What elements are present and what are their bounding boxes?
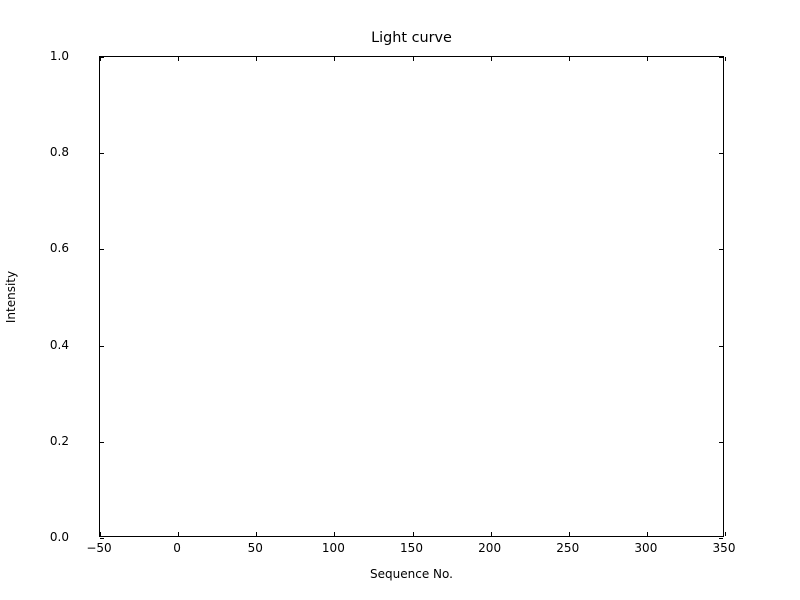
x-tick-mark-top [256,57,258,61]
x-tick-label: 150 [400,541,423,555]
x-tick-label: 300 [634,541,658,555]
y-axis-label: Intensity [4,270,18,323]
x-axis-label: Sequence No. [370,567,453,581]
x-tick-mark [412,532,414,536]
x-tick-label: 100 [321,541,345,555]
x-tick-mark-top [646,57,648,61]
x-tick-mark-top [490,57,492,61]
x-tick-mark [100,532,101,536]
x-tick-label: 250 [556,541,580,555]
x-tick-mark-top [412,57,414,61]
x-tick-mark [178,532,180,536]
x-tick-label: 350 [712,541,736,555]
x-tick-label: 200 [478,541,502,555]
y-tick-label: 1.0 [49,49,69,63]
x-tick-mark [646,532,648,536]
x-tick-mark-top [334,57,336,61]
y-tick-mark [100,57,104,58]
y-tick-mark-right [719,153,723,155]
x-tick-mark-top [100,57,101,61]
y-tick-mark [100,538,104,539]
x-tick-label: 50 [247,541,263,555]
y-tick-mark-right [719,441,723,443]
x-tick-mark [490,532,492,536]
y-tick-label: 0.4 [49,337,69,352]
x-tick-mark [725,532,726,536]
x-tick-mark [256,532,258,536]
y-tick-mark [100,249,104,251]
x-tick-mark [334,532,336,536]
y-tick-label: 0.0 [49,530,69,544]
y-tick-mark [100,345,104,347]
y-tick-mark-right [719,345,723,347]
y-tick-mark-right [719,57,723,58]
chart-title: Light curve [371,30,452,46]
plot-data-area [100,57,723,536]
y-tick-mark [100,153,104,155]
x-tick-mark-top [178,57,180,61]
plot-axes-frame [99,56,726,539]
y-tick-mark-right [719,249,723,251]
x-tick-label: 0 [173,541,181,555]
x-tick-mark-top [568,57,570,61]
y-tick-mark-right [719,538,723,539]
y-tick-label: 0.2 [49,433,69,448]
y-tick-mark [100,441,104,443]
x-tick-label: −50 [86,541,112,555]
x-tick-mark-top [725,57,726,61]
y-axis-label-container: Intensity [0,56,22,537]
x-tick-mark [568,532,570,536]
y-tick-label: 0.6 [49,241,69,256]
y-tick-label: 0.8 [49,145,69,160]
